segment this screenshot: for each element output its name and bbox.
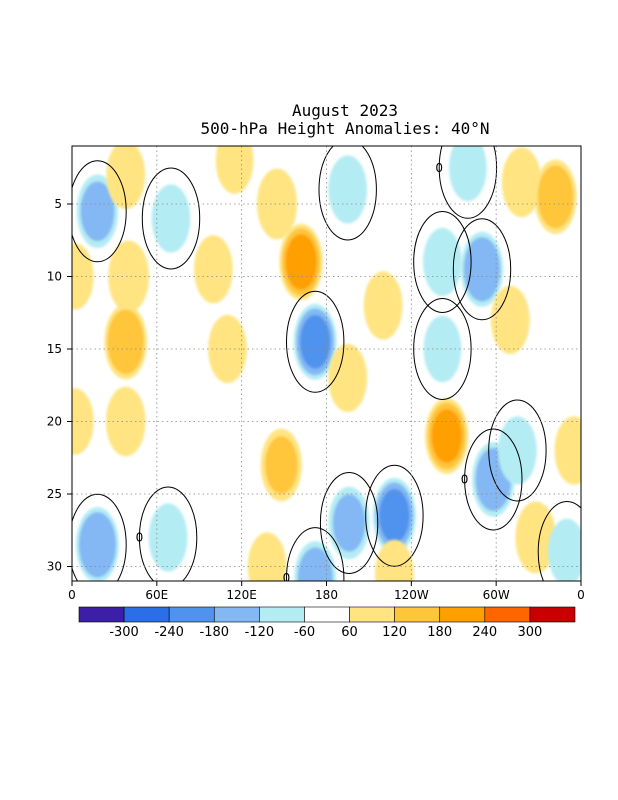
colorbar-label: -240 [154, 625, 184, 640]
anomaly-cell [106, 146, 146, 210]
anomaly-cell [76, 507, 119, 581]
anomaly-cell [294, 541, 337, 581]
anomaly-cell [293, 303, 337, 380]
anomaly-cell [490, 285, 530, 355]
anomaly-cell [72, 388, 94, 455]
zero-contour [413, 298, 472, 400]
anomaly-cell [76, 174, 119, 248]
zero-contour [318, 146, 377, 241]
anomaly-cell [260, 428, 302, 502]
x-tick-label: 60W [483, 588, 510, 602]
y-tick-label: 10 [47, 270, 62, 284]
colorbar-label: 120 [382, 625, 407, 640]
x-axis: 0 60E 120E 180 120W 60W 0 [68, 581, 585, 602]
colorbar-label: 60 [341, 625, 358, 640]
zero-contour [413, 211, 472, 313]
anomaly-cell [515, 501, 557, 574]
y-tick-label: 15 [47, 342, 62, 356]
anomaly-cell [548, 518, 581, 581]
colorbar-label: 180 [427, 625, 452, 640]
zero-contour [438, 146, 498, 219]
contour-label: 0 [283, 571, 291, 585]
contour-label: 0 [435, 161, 443, 175]
colorbar-swatch [439, 606, 486, 623]
colorbar-swatch [484, 606, 531, 623]
anomaly-cell [194, 235, 233, 304]
chart-title: August 2023 [292, 101, 398, 120]
anomaly-cell [328, 343, 368, 413]
x-tick-label: 0 [68, 588, 76, 602]
colorbar-swatch [394, 606, 441, 623]
colorbar-swatch [168, 606, 215, 623]
anomaly-cell [247, 532, 287, 581]
colorbar-swatch [78, 606, 125, 623]
colorbar-label: -180 [200, 625, 230, 640]
x-tick-label: 0 [577, 588, 585, 602]
anomaly-cell [375, 539, 414, 581]
x-tick-label: 120E [226, 588, 257, 602]
colorbar-label: -120 [245, 625, 275, 640]
zero-contour [452, 218, 512, 321]
colorbar-swatch [304, 606, 350, 623]
chart-subtitle: 500-hPa Height Anomalies: 40°N [201, 119, 490, 138]
x-tick-label: 180 [315, 588, 338, 602]
anomaly-cell [104, 304, 147, 380]
anomaly-cell [554, 416, 581, 485]
plot-area: 0 0 0 0 0 0 60E 120E 180 120W 60W 0 5 10 15 20 25 30 [47, 145, 585, 602]
zero-contour [141, 167, 201, 270]
y-tick-label: 5 [54, 197, 62, 211]
anomaly-cell [105, 386, 146, 457]
y-axis: 5 10 15 20 25 30 [47, 197, 72, 574]
anomaly-cell [279, 223, 323, 301]
zero-contour [488, 399, 547, 502]
anomaly-cell [151, 184, 191, 253]
zero-contour [464, 428, 523, 531]
anomaly-cell [215, 146, 254, 194]
colorbar-label: 300 [517, 625, 542, 640]
colorbar-legend: -300 -240 -180 -120 -60 60 120 180 240 300 [78, 606, 576, 640]
anomaly-cell [498, 416, 537, 485]
colorbar-swatch [123, 606, 170, 623]
zero-contour [365, 464, 424, 567]
anomaly-cell [501, 147, 542, 218]
anomaly-cell [148, 503, 188, 572]
anomaly-cell [208, 314, 247, 384]
anomaly-cell [423, 227, 462, 297]
colorbar-swatch [259, 606, 305, 623]
anomaly-cell [256, 168, 298, 240]
colorbar-label: 240 [472, 625, 497, 640]
contour-label: 0 [65, 204, 73, 218]
y-tick-label: 25 [47, 487, 62, 501]
zero-contour [286, 290, 345, 393]
colorbar-swatch [529, 606, 576, 623]
zero-contour [72, 493, 127, 581]
contour-label: 0 [461, 473, 469, 487]
anomaly-cell [328, 486, 370, 560]
anomaly-cell [372, 477, 416, 554]
zero-contour [286, 527, 345, 581]
y-tick-label: 30 [47, 560, 62, 574]
zero-contour [138, 486, 198, 581]
zero-contour [72, 160, 127, 263]
anomaly-cell [534, 159, 577, 234]
y-tick-label: 20 [47, 415, 62, 429]
zero-contour [319, 472, 379, 574]
colorbar-label: -300 [109, 625, 139, 640]
anomaly-cell [449, 146, 487, 202]
colorbar-swatch [349, 606, 395, 623]
anomaly-cell [363, 271, 403, 340]
contour-label: 0 [136, 531, 144, 545]
grid-lines [72, 146, 581, 581]
colorbar-label: -60 [294, 625, 315, 640]
anomaly-cell [460, 231, 504, 307]
anomaly-cell [425, 398, 469, 474]
colorbar-swatch [213, 606, 260, 623]
zero-contour [537, 501, 581, 581]
x-tick-label: 120W [394, 588, 429, 602]
x-tick-label: 60E [145, 588, 168, 602]
anomaly-cell [108, 240, 149, 313]
anomaly-cell [328, 155, 368, 224]
